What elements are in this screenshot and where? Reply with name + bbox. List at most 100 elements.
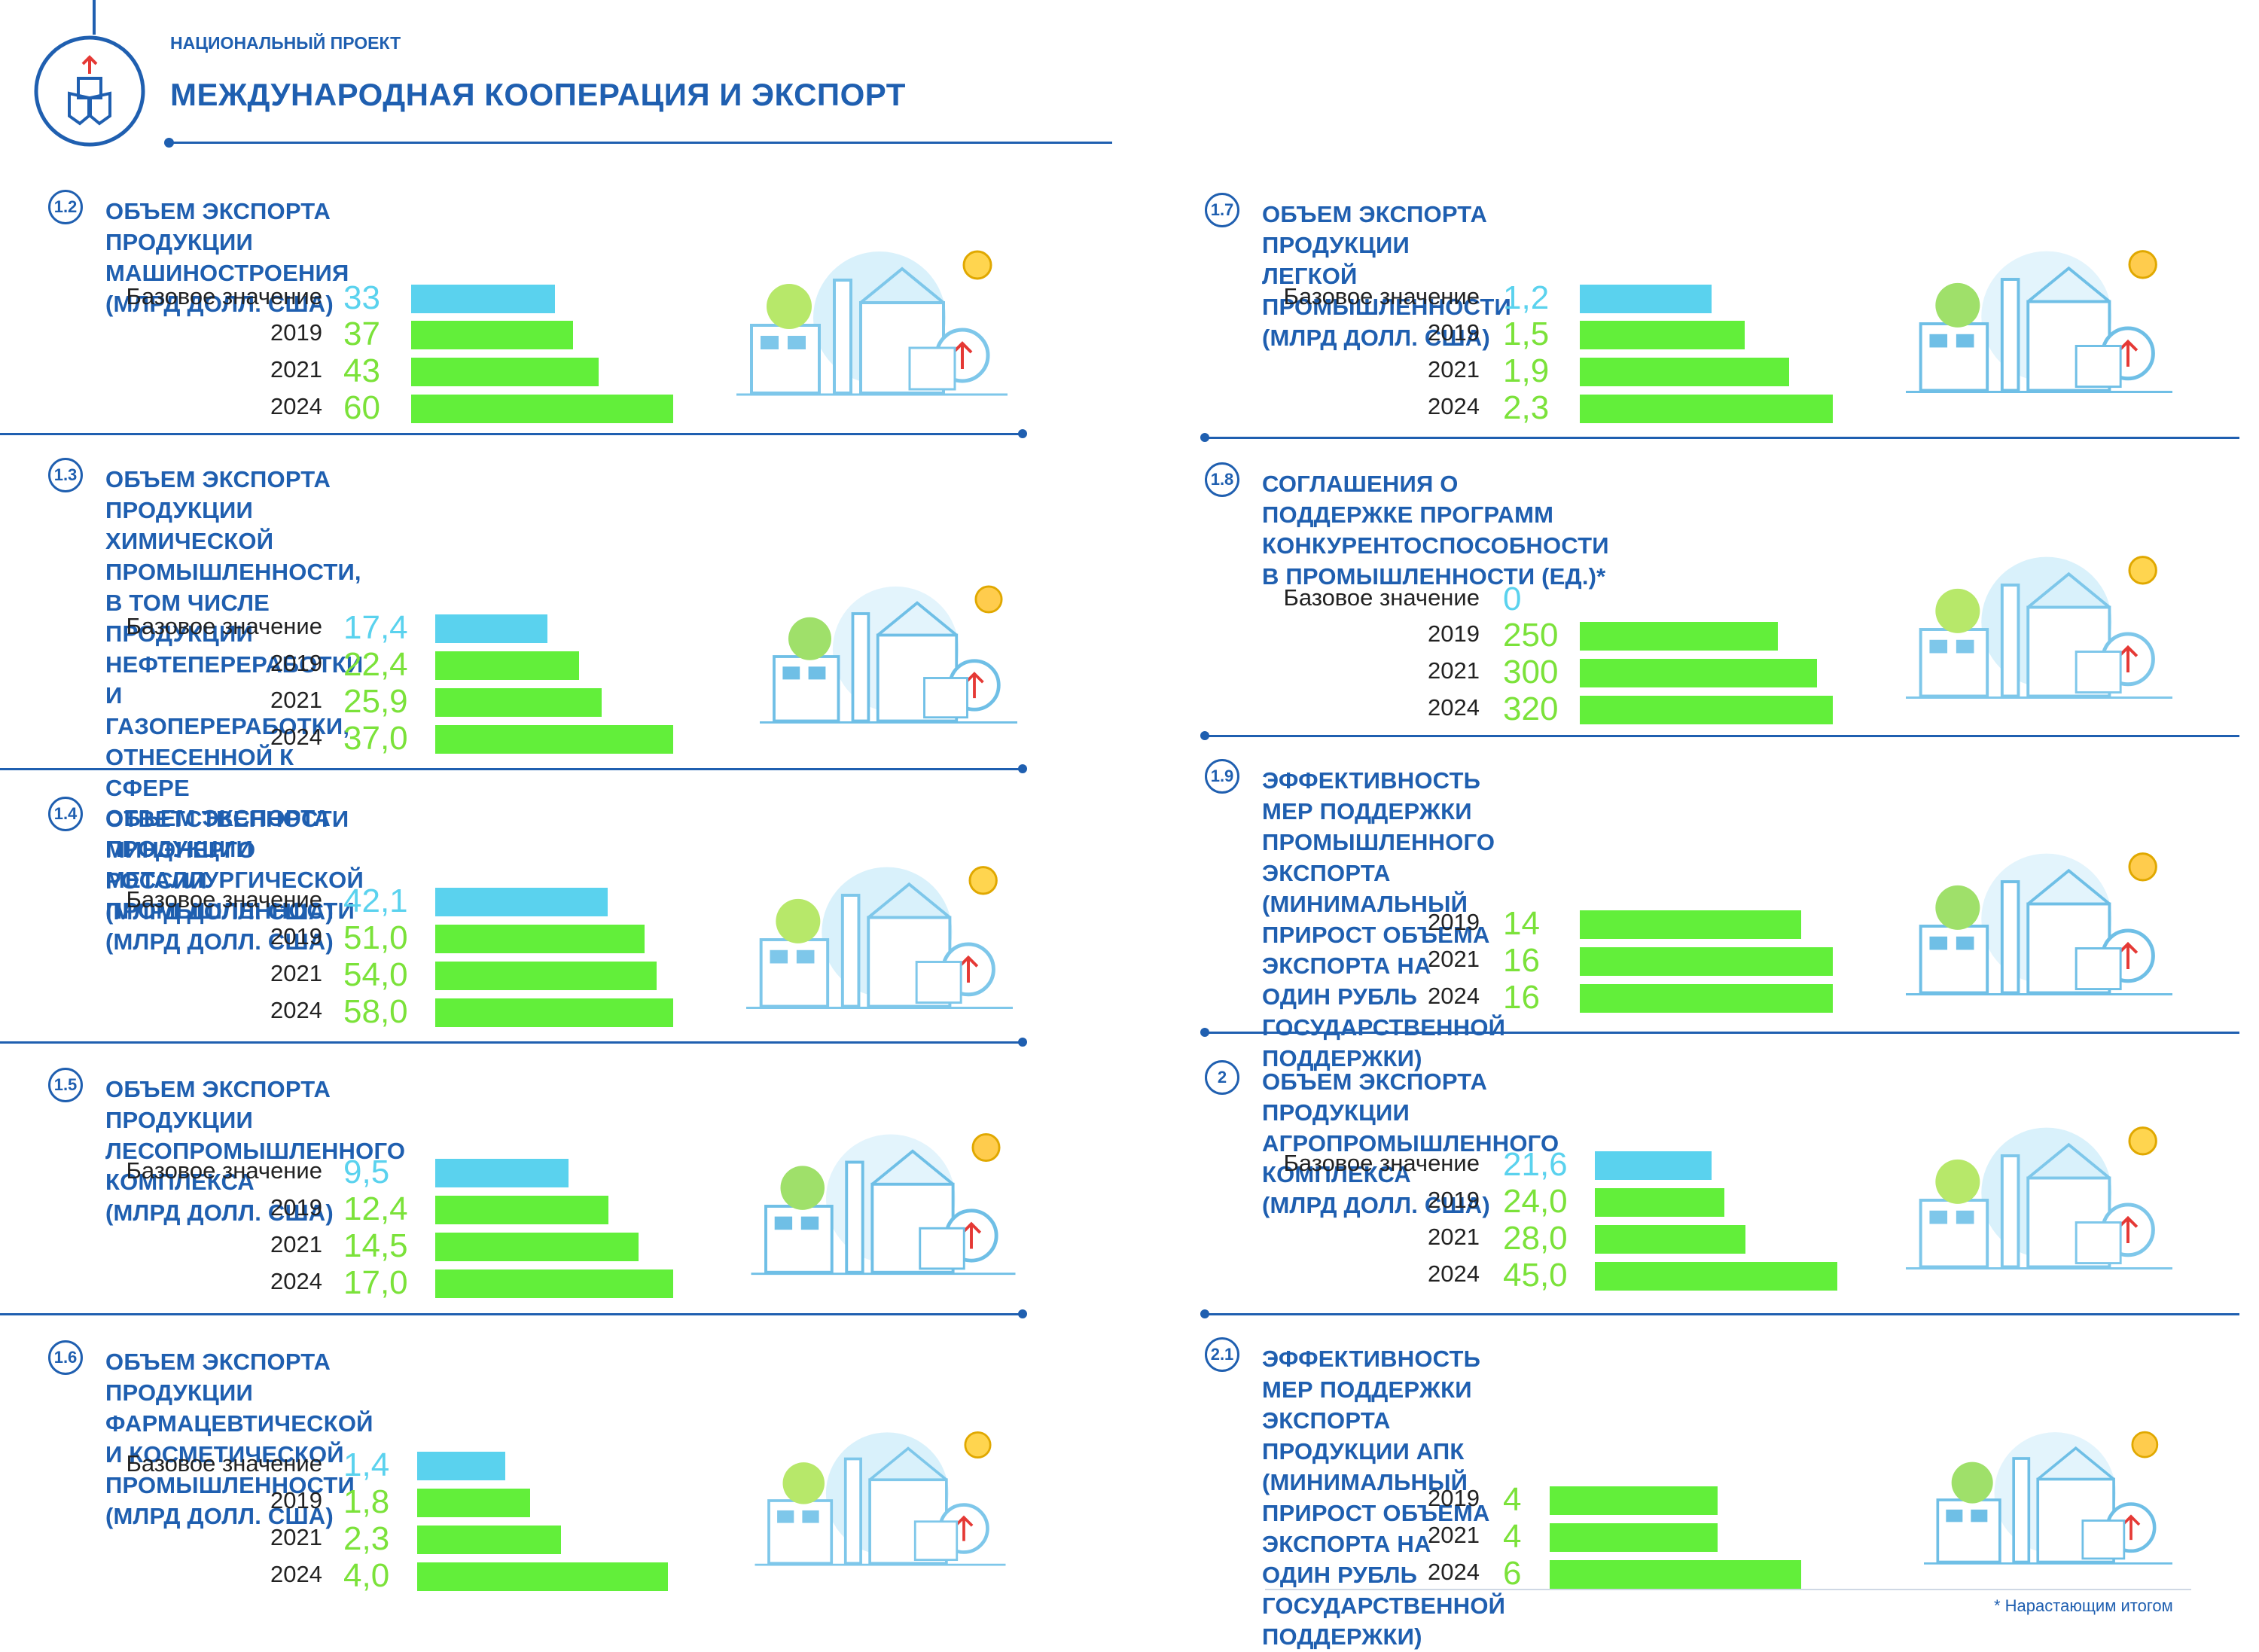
category-label: 2019 <box>1428 1187 1480 1213</box>
row-label-container: Базовое значение <box>0 611 322 645</box>
category-label: 2021 <box>270 1524 322 1550</box>
row-label-container: 2021 <box>0 1230 322 1263</box>
target-value-bar <box>435 962 657 990</box>
row-label-container: Базовое значение <box>0 1156 322 1189</box>
export-hands-icon <box>34 35 145 147</box>
target-value-bar <box>411 358 599 386</box>
indicator-title: ЭФФЕКТИВНОСТЬ МЕР ПОДДЕРЖКИ ЭКСПОРТА ПРО… <box>1262 1346 1506 1650</box>
row-label-container: Базовое значение <box>0 1148 1480 1181</box>
target-value-bar <box>1580 659 1817 687</box>
category-label: Базовое значение <box>1283 584 1480 611</box>
indicator-number-badge: 1.5 <box>48 1068 83 1102</box>
row-label-container: 2024 <box>0 981 1480 1014</box>
target-value-bar <box>435 1269 673 1298</box>
sector-illustration <box>760 585 1017 724</box>
separator-dot <box>1018 1038 1027 1047</box>
sector-illustration <box>746 866 1013 1009</box>
indicator-title: ОБЪЕМ ЭКСПОРТА ПРОДУКЦИИ МАШИНОСТРОЕНИЯ … <box>105 198 349 317</box>
row-label-container: 2019 <box>0 1486 322 1519</box>
value-label: 12,4 <box>343 1190 408 1227</box>
target-value-bar <box>435 1196 608 1224</box>
row-label-container: 2021 <box>0 944 1480 977</box>
value-label: 54,0 <box>343 956 408 993</box>
category-label: 2024 <box>1428 1260 1480 1287</box>
sector-illustration <box>755 1431 1006 1566</box>
target-value-bar <box>1580 910 1801 939</box>
target-value-bar <box>1550 1560 1801 1589</box>
value-label: 1,4 <box>343 1446 390 1483</box>
indicator-number-badge: 1.6 <box>48 1340 83 1375</box>
category-label: 2024 <box>270 393 322 419</box>
category-label: 2019 <box>270 1194 322 1221</box>
category-label: 2024 <box>1428 1559 1480 1585</box>
value-label: 25,9 <box>343 683 408 720</box>
indicator-number-badge: 1.9 <box>1205 759 1239 794</box>
row-label-container: 2019 <box>0 318 1480 351</box>
value-label: 21,6 <box>1503 1146 1568 1183</box>
category-label: 2019 <box>1428 620 1480 647</box>
value-label: 42,1 <box>343 882 408 919</box>
section-separator <box>0 433 1021 435</box>
category-label: 2021 <box>1428 657 1480 684</box>
row-label-container: 2019 <box>0 1185 1480 1218</box>
base-value-bar <box>417 1452 505 1480</box>
row-label-container: 2024 <box>0 392 322 425</box>
target-value-bar <box>435 925 645 953</box>
target-value-bar <box>435 688 602 717</box>
separator-dot <box>1018 764 1027 773</box>
section-separator <box>1203 437 2239 439</box>
footnote: * Нарастающим итогом <box>1994 1596 2173 1615</box>
target-value-bar <box>411 395 673 423</box>
category-label: Базовое значение <box>126 886 322 913</box>
target-value-bar <box>1580 358 1789 386</box>
value-label: 60 <box>343 389 380 426</box>
target-value-bar <box>435 725 673 754</box>
category-label: Базовое значение <box>126 283 322 309</box>
indicator-title: ОБЪЕМ ЭКСПОРТА ПРОДУКЦИИ ФАРМАЦЕВТИЧЕСКО… <box>105 1349 373 1529</box>
value-label: 1,9 <box>1503 352 1550 389</box>
value-label: 2,3 <box>1503 389 1550 426</box>
value-label: 4 <box>1503 1481 1522 1518</box>
row-label-container: 2019 <box>0 1483 1480 1516</box>
row-label-container: 2024 <box>0 1559 322 1593</box>
row-label-container: 2019 <box>0 318 322 351</box>
section-separator <box>1203 1313 2239 1315</box>
row-label-container: 2021 <box>0 1522 322 1556</box>
header-rule <box>169 142 1112 144</box>
row-label-container: 2021 <box>0 959 322 992</box>
section-separator <box>1203 735 2239 737</box>
sector-illustration <box>1906 250 2172 393</box>
separator-dot <box>1200 1309 1209 1318</box>
project-title: МЕЖДУНАРОДНАЯ КООПЕРАЦИЯ И ЭКСПОРТ <box>170 77 906 112</box>
value-label: 14 <box>1503 905 1540 942</box>
row-label-container: 2024 <box>0 1266 322 1300</box>
indicator-title: ОБЪЕМ ЭКСПОРТА ПРОДУКЦИИ АГРОПРОМЫШЛЕННО… <box>1262 1068 1559 1218</box>
indicator-title: ЭФФЕКТИВНОСТЬ МЕР ПОДДЕРЖКИ ПРОМЫШЛЕННОГ… <box>1262 767 1506 1071</box>
target-value-bar <box>417 1562 668 1591</box>
indicator-number-badge: 1.4 <box>48 797 83 831</box>
indicator-title: ОБЪЕМ ЭКСПОРТА ПРОДУКЦИИ ЛЕСОПРОМЫШЛЕННО… <box>105 1076 406 1226</box>
base-value-bar <box>435 614 547 643</box>
indicator-title: ОБЪЕМ ЭКСПОРТА ПРОДУКЦИИ МЕТАЛЛУРГИЧЕСКО… <box>105 805 364 955</box>
target-value-bar <box>1595 1262 1837 1291</box>
value-label: 16 <box>1503 942 1540 979</box>
target-value-bar <box>1595 1188 1724 1217</box>
row-label-container: Базовое значение <box>0 282 1480 315</box>
target-value-bar <box>435 998 673 1027</box>
sector-illustration <box>1906 556 2172 699</box>
footnote-rule <box>1265 1589 2191 1590</box>
indicator-number-badge: 1.3 <box>48 458 83 492</box>
category-label: 2019 <box>270 923 322 949</box>
target-value-bar <box>1580 947 1833 976</box>
project-label: НАЦИОНАЛЬНЫЙ ПРОЕКТ <box>170 33 401 53</box>
category-label: 2021 <box>1428 1224 1480 1250</box>
sector-illustration <box>736 250 1008 396</box>
row-label-container: 2024 <box>0 1557 1480 1590</box>
indicator-title: ОБЪЕМ ЭКСПОРТА ПРОДУКЦИИ ЛЕГКОЙ ПРОМЫШЛЕ… <box>1262 201 1511 351</box>
row-label-container: Базовое значение <box>0 282 322 315</box>
category-label: 2024 <box>270 1268 322 1294</box>
row-label-container: 2019 <box>0 1193 322 1226</box>
indicator-title: ОБЪЕМ ЭКСПОРТА ПРОДУКЦИИ ХИМИЧЕСКОЙ ПРОМ… <box>105 466 364 925</box>
row-label-container: 2021 <box>0 685 322 718</box>
category-label: 2024 <box>1428 983 1480 1009</box>
